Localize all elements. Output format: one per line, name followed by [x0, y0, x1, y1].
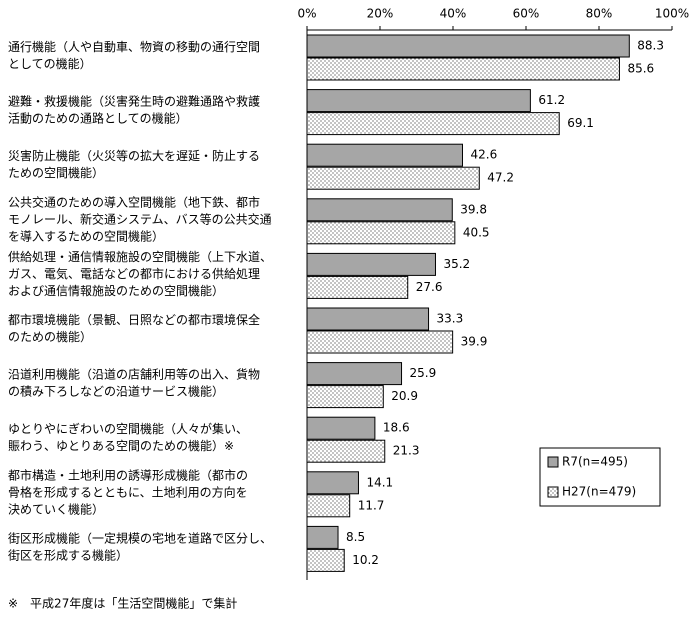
category-label: 通行機能（人や自動車、物資の移動の通行空間	[8, 39, 260, 54]
category-label: 都市環境機能（景観、日照などの都市環境保全	[8, 312, 260, 327]
legend-label: H27(n=479)	[562, 485, 636, 499]
value-label: 11.7	[358, 498, 385, 512]
bar	[306, 439, 386, 463]
legend-label: R7(n=495)	[562, 455, 628, 469]
value-label: 88.3	[637, 39, 664, 53]
category-label: 沿道利用機能（沿道の店舗利用等の出入、貨物	[8, 367, 260, 382]
bar	[306, 198, 453, 222]
bar	[306, 275, 409, 299]
category-label: としての機能）	[8, 56, 92, 71]
category-label: 賑わう、ゆとりある空間のための機能）※	[8, 438, 234, 453]
value-label: 20.9	[391, 389, 418, 403]
bar	[306, 471, 359, 495]
x-tick-label: 80%	[586, 7, 613, 21]
category-label: ゆとりやにぎわいの空間機能（人々が集い、	[8, 421, 248, 436]
value-label: 61.2	[538, 93, 565, 107]
bar	[306, 252, 436, 276]
category-label: を導入するための空間機能）	[8, 228, 164, 243]
value-label: 40.5	[463, 225, 490, 239]
category-label: 活動のための通路としての機能）	[8, 111, 188, 126]
x-tick-label: 0%	[297, 7, 316, 21]
bar	[306, 362, 403, 386]
bar	[306, 548, 345, 572]
bar	[306, 166, 480, 190]
bar	[306, 416, 376, 440]
x-tick-label: 40%	[440, 7, 467, 21]
bar	[306, 57, 620, 81]
legend-box	[539, 447, 661, 507]
bar	[306, 112, 560, 136]
bar	[306, 330, 454, 354]
category-label: ガス、電気、電話などの都市における供給処理	[8, 266, 260, 281]
value-label: 10.2	[352, 553, 379, 567]
category-label: 街区形成機能（一定規模の宅地を道路で区分し、	[8, 530, 272, 545]
footnote: ※ 平成27年度は「生活空間機能」で集計	[8, 596, 237, 611]
value-label: 42.6	[470, 148, 497, 162]
category-label: 決めていく機能）	[8, 501, 104, 516]
bar	[306, 34, 630, 58]
value-label: 21.3	[393, 444, 420, 458]
category-label: 供給処理・通信情報施設の空間機能（上下水道、	[8, 249, 272, 264]
value-label: 39.8	[460, 202, 487, 216]
category-label: 骨格を形成するとともに、土地利用の方向を	[8, 484, 248, 499]
value-label: 18.6	[383, 421, 410, 435]
bar	[306, 525, 339, 549]
value-label: 85.6	[627, 62, 654, 76]
category-label: のための機能）	[8, 329, 92, 344]
x-tick-label: 60%	[513, 7, 540, 21]
bar	[306, 221, 456, 245]
value-label: 35.2	[443, 257, 470, 271]
value-label: 25.9	[410, 366, 437, 380]
bar	[306, 385, 384, 409]
category-label: モノレール、新交通システム、バス等の公共交通	[8, 211, 272, 226]
bar	[306, 494, 351, 518]
x-tick-label: 20%	[367, 7, 394, 21]
category-label: および通信情報施設のための空間機能）	[8, 283, 224, 298]
value-label: 33.3	[437, 312, 464, 326]
bar	[306, 143, 463, 167]
category-label: の積み下ろしなどの沿道サービス機能）	[8, 384, 224, 399]
legend-swatch	[547, 486, 559, 498]
category-label: 避難・救援機能（災害発生時の避難通路や救護	[8, 94, 260, 109]
category-label: 街区を形成する機能）	[8, 547, 128, 562]
value-label: 47.2	[487, 171, 514, 185]
bar	[306, 307, 430, 331]
category-label: 災害防止機能（火災等の拡大を遅延・防止する	[8, 148, 260, 163]
category-label: 都市構造・土地利用の誘導形成機能（都市の	[8, 467, 248, 482]
x-tick-label: 100%	[655, 7, 689, 21]
value-label: 69.1	[567, 116, 594, 130]
value-label: 8.5	[346, 530, 365, 544]
legend-swatch	[547, 456, 559, 468]
value-label: 27.6	[416, 280, 443, 294]
category-label: ための空間機能）	[8, 165, 104, 180]
value-label: 14.1	[366, 475, 393, 489]
bar	[306, 89, 531, 113]
category-label: 公共交通のための導入空間機能（地下鉄、都市	[8, 194, 260, 209]
value-label: 39.9	[461, 335, 488, 349]
